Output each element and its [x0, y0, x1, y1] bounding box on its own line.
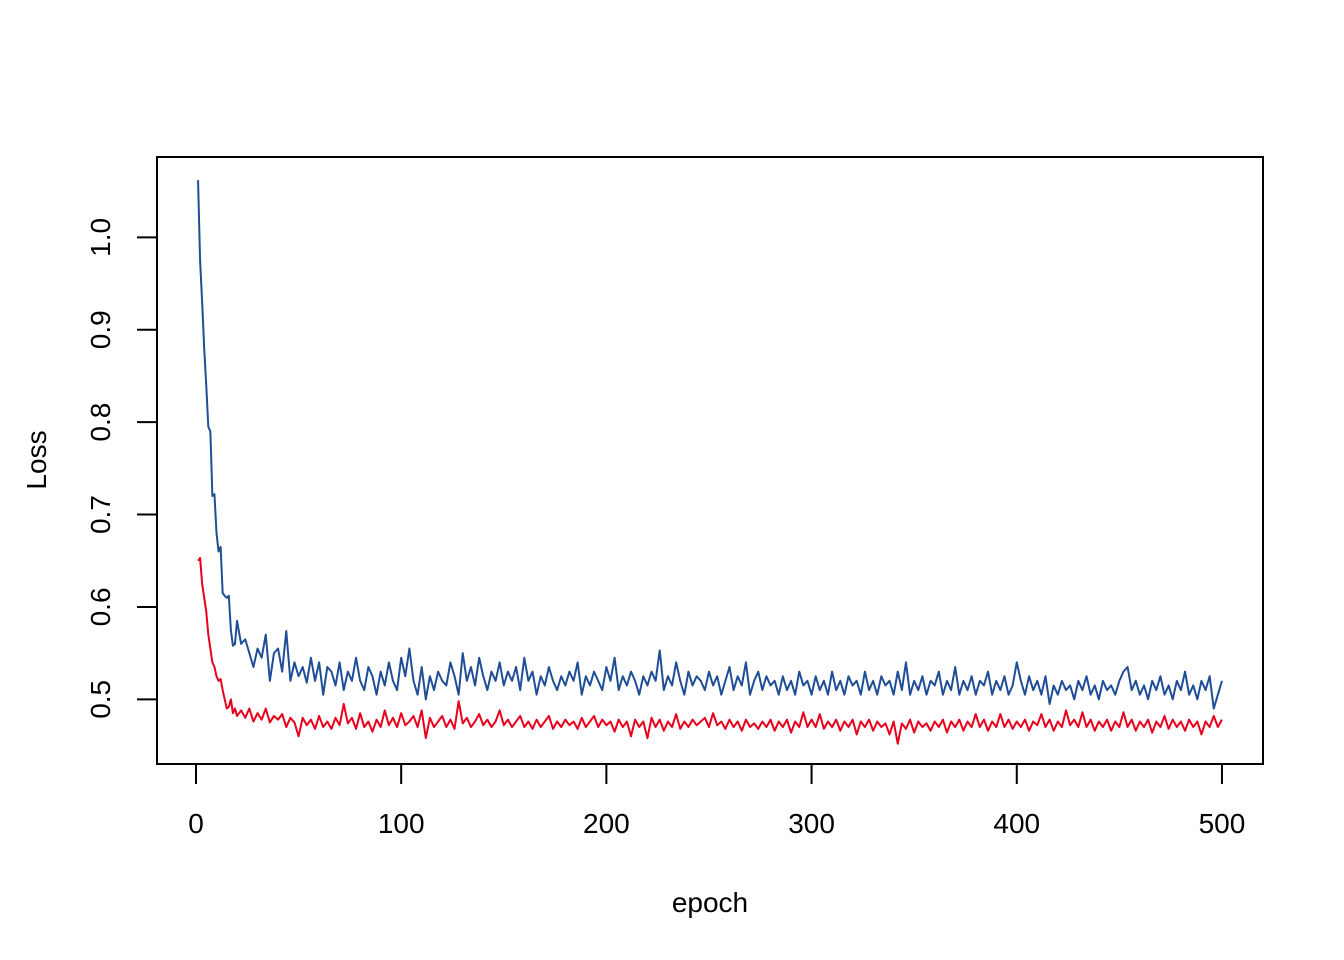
x-tick-label: 100 [378, 808, 425, 839]
x-axis: 0 100 200 300 400 500 [188, 763, 1246, 839]
series-layer [197, 180, 1223, 745]
x-tick-label: 200 [583, 808, 630, 839]
y-tick-label: 0.6 [85, 587, 116, 626]
y-tick-label: 1.0 [85, 218, 116, 257]
x-tick-label: 0 [188, 808, 204, 839]
y-tick-label: 0.7 [85, 495, 116, 534]
y-axis: 0.5 0.6 0.7 0.8 0.9 1.0 [85, 218, 158, 719]
y-axis-title: Loss [21, 430, 52, 489]
x-tick-label: 300 [788, 808, 835, 839]
series-line-1 [197, 180, 1223, 710]
x-axis-title: epoch [672, 887, 748, 918]
series-line-2 [197, 556, 1223, 745]
x-tick-label: 500 [1199, 808, 1246, 839]
y-tick-label: 0.9 [85, 310, 116, 349]
y-tick-label: 0.8 [85, 403, 116, 442]
y-tick-label: 0.5 [85, 680, 116, 719]
x-tick-label: 400 [993, 808, 1040, 839]
